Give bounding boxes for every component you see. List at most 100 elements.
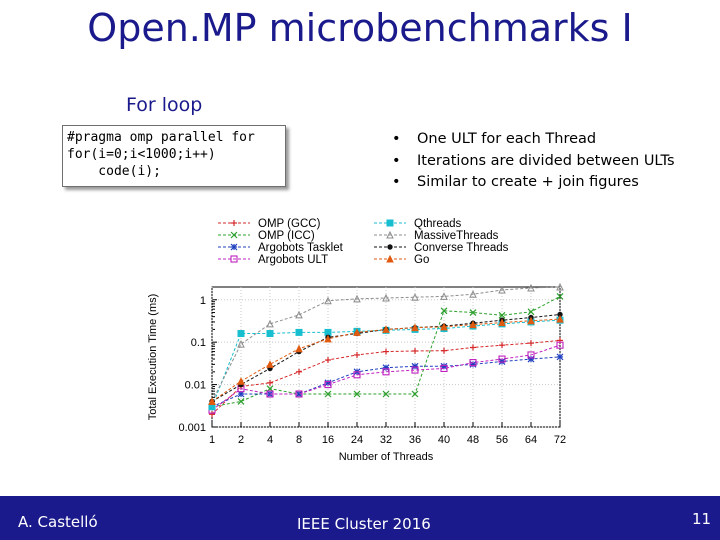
data-point (557, 311, 563, 318)
y-tick-label: 1 (200, 295, 206, 307)
slide-title: Open.MP microbenchmarks I (87, 6, 633, 50)
data-point (498, 355, 506, 363)
legend-item: OMP (GCC) (218, 218, 321, 230)
data-point (440, 292, 448, 300)
data-point (528, 340, 534, 347)
data-point (324, 328, 332, 336)
data-point (237, 398, 245, 405)
bullet-marker: • (392, 174, 401, 190)
data-point (527, 308, 535, 316)
x-tick-label: 56 (496, 434, 508, 446)
x-tick-label: 48 (467, 434, 479, 446)
section-heading: For loop (126, 94, 203, 116)
legend-item: Qthreads (374, 218, 462, 230)
data-point (470, 344, 476, 351)
legend-item: OMP (ICC) (218, 230, 315, 242)
data-point (441, 347, 447, 354)
data-point (411, 390, 419, 398)
legend-label: Go (414, 254, 429, 266)
author-name: A. Castelló (18, 513, 98, 531)
data-point (527, 355, 535, 363)
legend-item: Argobots ULT (218, 254, 328, 266)
legend-item: Go (374, 254, 429, 266)
series-line (211, 286, 561, 402)
code-snippet-box: #pragma omp parallel for for(i=0;i<1000;i… (62, 125, 286, 187)
legend-item: Argobots Tasklet (218, 242, 344, 254)
data-point (382, 390, 390, 398)
page-number: 11 (692, 510, 712, 528)
data-point (296, 368, 302, 375)
bullet-marker: • (392, 131, 401, 147)
bullet-item: • Iterations are divided between ULTs (392, 151, 675, 173)
x-tick-label: 4 (267, 434, 273, 446)
legend-label: Argobots Tasklet (258, 242, 344, 254)
data-point (382, 364, 390, 372)
data-point (208, 397, 216, 405)
series-line (211, 344, 561, 411)
data-point (469, 290, 477, 298)
footer-bar: A. Castelló IEEE Cluster 2016 11 (0, 496, 720, 540)
data-point (382, 368, 390, 376)
data-point (324, 334, 332, 343)
data-point (325, 356, 331, 363)
data-point (556, 341, 564, 349)
data-point (556, 314, 564, 323)
legend-label: OMP (ICC) (258, 230, 315, 242)
data-point (237, 340, 245, 348)
bullet-marker: • (392, 152, 401, 169)
data-point (266, 360, 274, 368)
data-point (382, 325, 390, 333)
data-point (498, 285, 506, 294)
data-point (440, 307, 448, 315)
data-point (469, 359, 477, 367)
data-point (295, 344, 303, 353)
data-point (324, 379, 332, 387)
code-line: #pragma omp parallel for (67, 130, 255, 145)
data-point (469, 320, 477, 329)
legend-label: Qthreads (414, 218, 462, 230)
data-point (499, 342, 505, 349)
conference-name: IEEE Cluster 2016 (297, 515, 431, 533)
data-point (230, 231, 238, 239)
y-tick-label: 0.001 (178, 422, 206, 434)
bullet-text: Similar to create + join figures (417, 174, 639, 190)
series-go (208, 314, 564, 405)
x-tick-label: 40 (438, 434, 450, 446)
y-tick-label: 0.01 (185, 380, 206, 392)
series-line (211, 356, 561, 408)
code-line: for(i=0;i<1000;i++) (67, 147, 216, 162)
x-tick-label: 32 (380, 434, 392, 446)
data-point (266, 330, 274, 338)
series-argobots-ult (208, 341, 564, 414)
bullet-text: Iterations are divided between ULTs (417, 152, 675, 169)
data-point (354, 351, 360, 358)
bullet-item: • Similar to create + join figures (392, 172, 675, 194)
data-point (440, 364, 448, 373)
data-point (209, 411, 215, 418)
code-line: code(i); (67, 164, 161, 179)
data-point (412, 347, 418, 354)
series-omp-gcc- (209, 337, 563, 418)
data-point (411, 293, 419, 301)
x-tick-label: 72 (554, 434, 566, 446)
data-point (231, 220, 237, 226)
data-point (353, 294, 361, 303)
data-point (440, 322, 448, 331)
legend-label: Argobots ULT (258, 254, 328, 266)
data-point (527, 316, 535, 325)
x-tick-label: 8 (296, 434, 302, 446)
data-point (411, 323, 419, 332)
data-point (387, 244, 393, 250)
legend-label: Converse Threads (414, 242, 509, 254)
data-point (266, 390, 274, 398)
data-point (267, 379, 273, 386)
legend-label: MassiveThreads (414, 230, 499, 242)
legend-item: MassiveThreads (374, 230, 499, 242)
x-tick-label: 16 (322, 434, 334, 446)
data-point (295, 328, 303, 336)
data-point (498, 318, 506, 327)
y-axis-label: Total Execution Time (ms) (147, 294, 159, 421)
data-point (295, 390, 303, 398)
data-point (295, 310, 303, 319)
